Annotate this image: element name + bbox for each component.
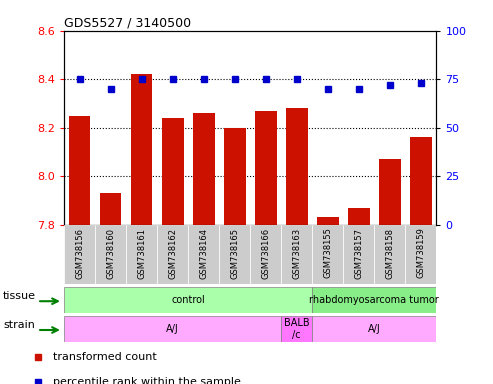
Text: GSM738166: GSM738166 (261, 228, 270, 279)
Bar (193, 113, 214, 225)
Bar (410, 137, 432, 225)
Bar (250, 225, 281, 284)
Text: BALB
/c: BALB /c (284, 318, 310, 339)
Text: rhabdomyosarcoma tumor: rhabdomyosarcoma tumor (310, 295, 439, 305)
Bar (95, 225, 126, 284)
Text: GSM738156: GSM738156 (75, 228, 84, 279)
Bar (100, 193, 121, 225)
Bar (162, 118, 183, 225)
Text: GSM738159: GSM738159 (416, 228, 425, 278)
Text: strain: strain (3, 320, 35, 330)
Text: GSM738161: GSM738161 (137, 228, 146, 279)
Bar (69, 116, 90, 225)
Text: GSM738162: GSM738162 (168, 228, 177, 279)
Bar (157, 225, 188, 284)
Bar (188, 225, 219, 284)
Text: GSM738165: GSM738165 (230, 228, 239, 279)
Bar (405, 225, 436, 284)
Bar (255, 111, 277, 225)
Bar (281, 225, 312, 284)
Text: GSM738155: GSM738155 (323, 228, 332, 278)
Bar (312, 287, 436, 313)
Text: transformed count: transformed count (54, 352, 157, 362)
Bar (348, 208, 370, 225)
Bar (219, 225, 250, 284)
Text: GSM738160: GSM738160 (106, 228, 115, 279)
Text: A/J: A/J (166, 324, 179, 334)
Bar (64, 287, 312, 313)
Bar (281, 316, 312, 342)
Text: GSM738158: GSM738158 (385, 228, 394, 279)
Bar (286, 108, 308, 225)
Text: control: control (171, 295, 205, 305)
Bar (317, 217, 339, 225)
Text: A/J: A/J (368, 324, 381, 334)
Bar (64, 316, 281, 342)
Bar (224, 128, 246, 225)
Text: tissue: tissue (2, 291, 35, 301)
Bar (343, 225, 374, 284)
Bar (379, 159, 401, 225)
Bar (374, 225, 405, 284)
Bar (64, 225, 95, 284)
Text: GDS5527 / 3140500: GDS5527 / 3140500 (64, 17, 191, 30)
Text: GSM738164: GSM738164 (199, 228, 208, 279)
Bar (126, 225, 157, 284)
Text: GSM738157: GSM738157 (354, 228, 363, 279)
Bar (312, 316, 436, 342)
Bar (312, 225, 343, 284)
Text: GSM738163: GSM738163 (292, 228, 301, 279)
Text: percentile rank within the sample: percentile rank within the sample (54, 377, 242, 384)
Bar (131, 74, 152, 225)
